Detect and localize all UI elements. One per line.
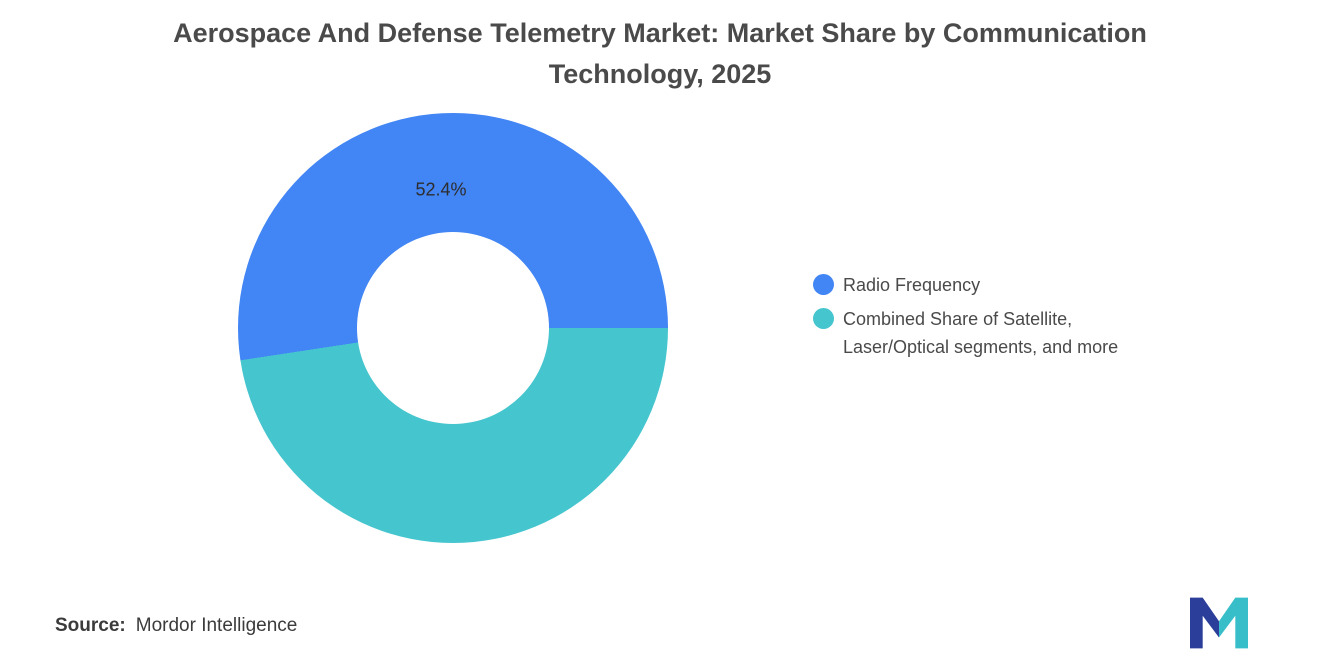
legend-label: Radio Frequency <box>843 275 981 295</box>
slice-label-radio-frequency: 52.4% <box>415 179 467 200</box>
legend-swatch <box>813 307 834 329</box>
chart-title: Aerospace And Defense Telemetry Market: … <box>0 13 1320 94</box>
donut-chart: 52.4% <box>238 113 668 543</box>
legend-item-radio-frequency: Radio Frequency <box>813 272 1143 300</box>
legend-label: Combined Share of Satellite, Laser/Optic… <box>843 308 1119 357</box>
logo-m-glyph <box>1190 597 1248 649</box>
legend-item-combined-share: Combined Share of Satellite, Laser/Optic… <box>813 306 1143 362</box>
donut-chart-area: 52.4% <box>238 113 668 543</box>
source-prefix: Source: <box>55 615 126 636</box>
source-line: Source: Mordor Intelligence <box>55 615 297 637</box>
chart-title-line2: Technology, 2025 <box>548 58 772 89</box>
mordor-intelligence-logo <box>1190 597 1248 649</box>
donut-hole <box>357 232 549 424</box>
legend-swatch <box>813 274 834 295</box>
chart-legend: Radio Frequency Combined Share of Satell… <box>813 272 1143 368</box>
source-text: Mordor Intelligence <box>135 615 298 636</box>
chart-title-line1: Aerospace And Defense Telemetry Market: … <box>173 18 1147 48</box>
